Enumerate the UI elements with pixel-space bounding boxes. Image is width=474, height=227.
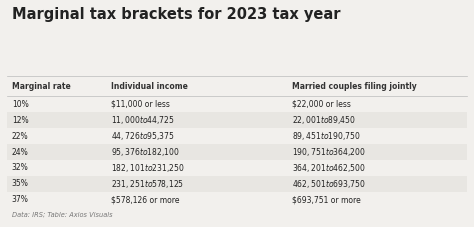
Bar — [7, 96, 467, 112]
Text: Individual income: Individual income — [111, 82, 188, 91]
Bar — [7, 144, 467, 160]
Text: $364,201 to $462,500: $364,201 to $462,500 — [292, 162, 365, 174]
Text: $11,000 or less: $11,000 or less — [111, 100, 170, 109]
Text: $190,751 to $364,200: $190,751 to $364,200 — [292, 146, 365, 158]
Bar — [7, 176, 467, 192]
Text: $44,726 to $95,375: $44,726 to $95,375 — [111, 130, 175, 142]
Text: 24%: 24% — [12, 148, 28, 157]
Text: $231,251 to $578,125: $231,251 to $578,125 — [111, 178, 184, 190]
Text: $22,000 or less: $22,000 or less — [292, 100, 350, 109]
Text: $693,751 or more: $693,751 or more — [292, 195, 360, 204]
Text: $182,101 to $231,250: $182,101 to $231,250 — [111, 162, 185, 174]
Text: $11,000 to $44,725: $11,000 to $44,725 — [111, 114, 175, 126]
Bar — [7, 160, 467, 176]
Text: 37%: 37% — [12, 195, 29, 204]
Bar — [7, 192, 467, 208]
Bar — [7, 112, 467, 128]
Text: $89,451 to $190,750: $89,451 to $190,750 — [292, 130, 360, 142]
Text: $578,126 or more: $578,126 or more — [111, 195, 180, 204]
Text: Marginal rate: Marginal rate — [12, 82, 71, 91]
Text: Data: IRS; Table: Axios Visuals: Data: IRS; Table: Axios Visuals — [12, 212, 112, 218]
Text: 32%: 32% — [12, 163, 28, 173]
Text: 10%: 10% — [12, 100, 28, 109]
Text: 35%: 35% — [12, 179, 29, 188]
Text: $22,001 to $89,450: $22,001 to $89,450 — [292, 114, 356, 126]
Text: Marginal tax brackets for 2023 tax year: Marginal tax brackets for 2023 tax year — [12, 7, 340, 22]
Text: 12%: 12% — [12, 116, 28, 125]
Text: Married couples filing jointly: Married couples filing jointly — [292, 82, 416, 91]
Text: 22%: 22% — [12, 132, 28, 141]
Text: $95,376 to $182,100: $95,376 to $182,100 — [111, 146, 180, 158]
Bar — [7, 128, 467, 144]
Text: $462,501 to $693,750: $462,501 to $693,750 — [292, 178, 365, 190]
